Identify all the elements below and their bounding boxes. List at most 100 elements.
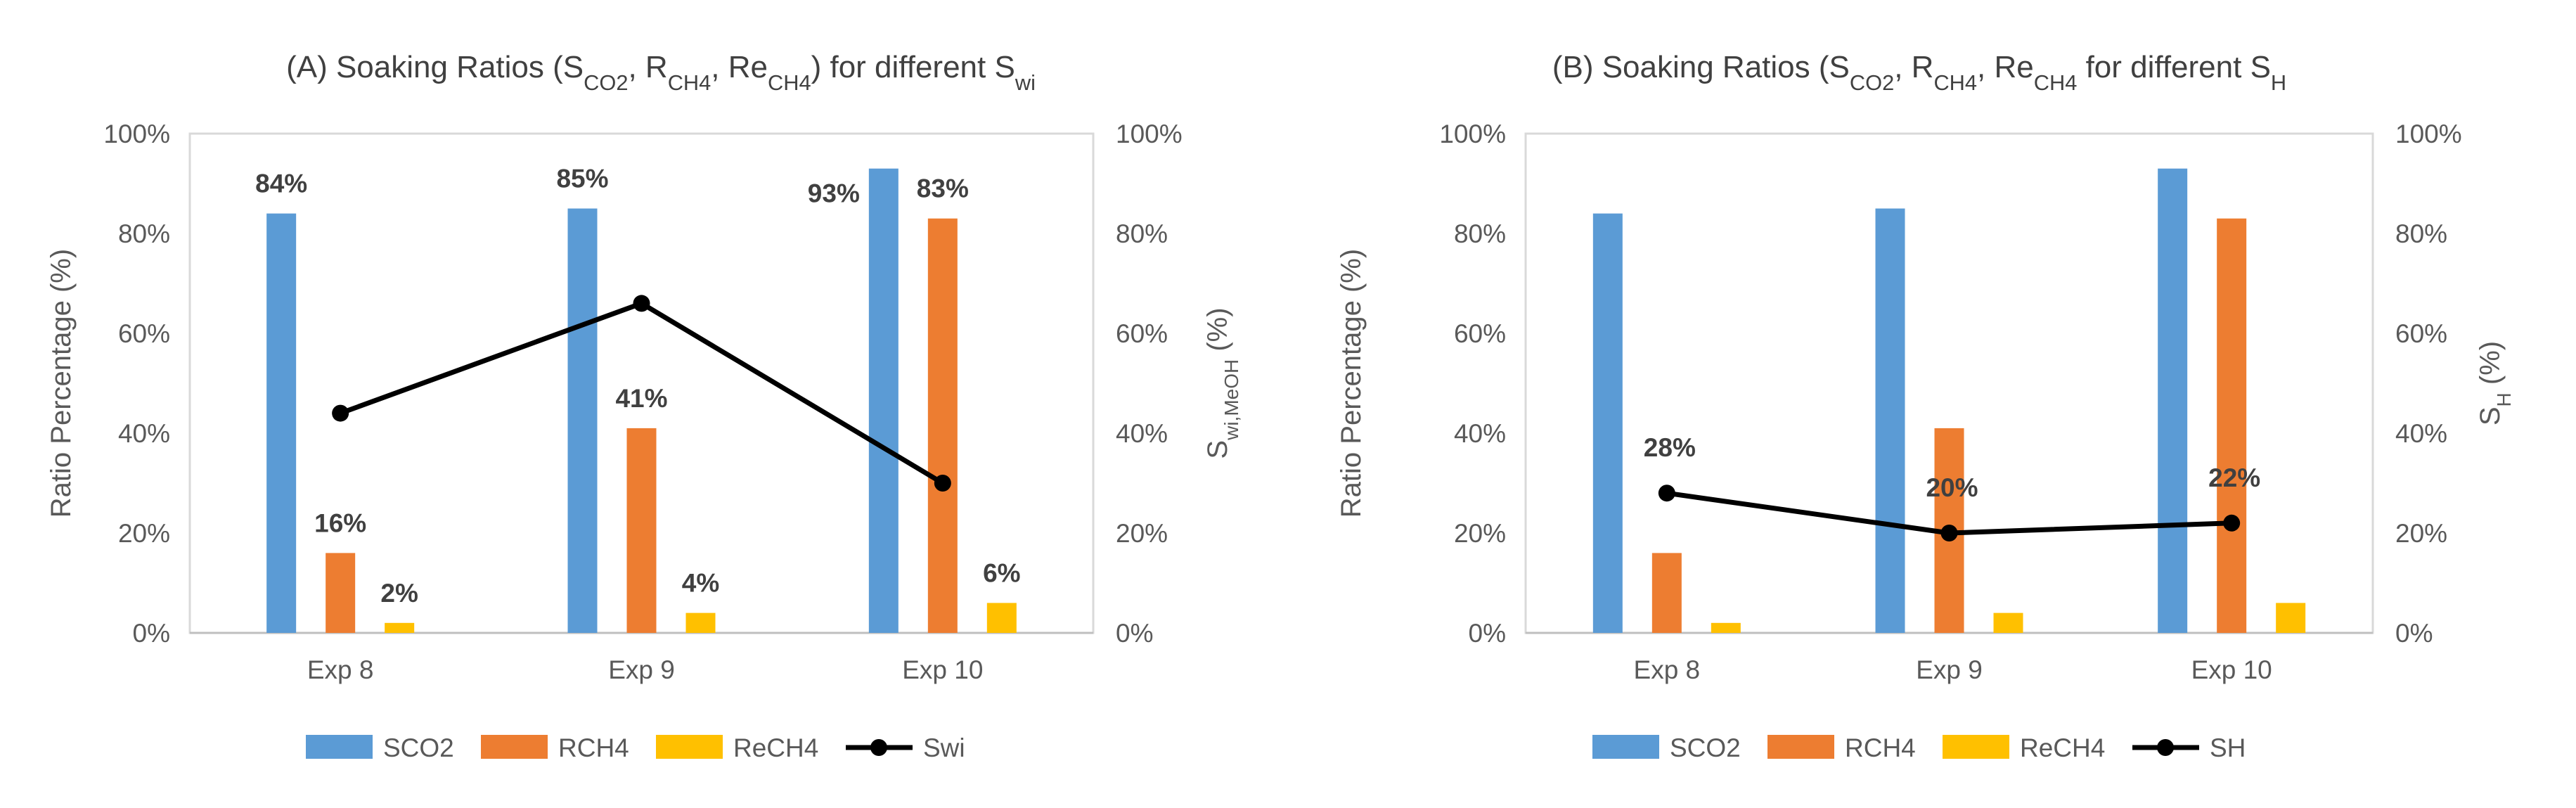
text-part: S: [2475, 406, 2506, 425]
bar-rech4-exp-9: [685, 613, 716, 633]
bar-data-label: 41%: [615, 384, 667, 413]
bar-data-label: 16%: [314, 508, 366, 537]
y-tick-label: 100%: [103, 120, 170, 148]
x-tick-label: Exp 8: [307, 655, 374, 684]
y-tick-label: 80%: [1454, 219, 1506, 248]
y2-tick-label: 40%: [2395, 419, 2447, 448]
y2-axis-label: SH (%): [2475, 341, 2515, 425]
y2-axis-label: Swi,MeOH (%): [1202, 307, 1242, 458]
bar-data-label: 93%: [808, 179, 860, 208]
line-data-label: 20%: [1926, 473, 1978, 502]
legend-swatch: [1767, 735, 1834, 759]
legend-label: Swi: [923, 733, 965, 762]
legend-swatch: [1592, 735, 1659, 759]
bar-rech4-exp-10: [2276, 603, 2306, 633]
line-point: [934, 475, 951, 492]
bar-rch4-exp-10: [2217, 218, 2247, 633]
subscript-text: H: [2493, 392, 2515, 406]
text-part: S: [1202, 440, 1233, 459]
bar-data-label: 85%: [556, 165, 608, 193]
y-tick-label: 20%: [118, 519, 170, 548]
text-part: for different S: [2077, 50, 2271, 84]
y2-tick-label: 60%: [2395, 319, 2447, 348]
line-data-label: 28%: [1644, 433, 1696, 462]
bar-rech4-exp-9: [1993, 613, 2023, 633]
y2-tick-label: 20%: [1116, 519, 1168, 548]
y-axis-label: Ratio Percentage (%): [46, 249, 77, 518]
bar-data-label: 83%: [917, 174, 969, 203]
line-point: [1658, 485, 1675, 502]
bar-data-label: 2%: [380, 579, 418, 608]
bar-rch4-exp-8: [326, 553, 356, 633]
bar-sco2-exp-8: [266, 213, 297, 634]
subscript-text: CH4: [2034, 70, 2078, 95]
line-data-label: 22%: [2208, 463, 2260, 492]
y2-tick-label: 20%: [2395, 519, 2447, 548]
text-part: , Re: [711, 50, 768, 84]
bar-data-label: 4%: [682, 569, 719, 598]
x-tick-label: Exp 10: [902, 655, 983, 684]
y2-tick-label: 100%: [1116, 120, 1183, 148]
subscript-text: wi,MeOH: [1221, 359, 1242, 441]
subscript-text: CH4: [1933, 70, 1977, 95]
y-tick-label: 60%: [1454, 319, 1506, 348]
legend-label: ReCH4: [733, 733, 818, 762]
chart-b: (B) Soaking Ratios (SCO2, RCH4, ReCH4 fo…: [1336, 50, 2515, 762]
text-part: , R: [628, 50, 667, 84]
bar-rch4-exp-10: [927, 218, 958, 633]
y-tick-label: 100%: [1439, 120, 1506, 148]
chart-title: (B) Soaking Ratios (SCO2, RCH4, ReCH4 fo…: [1552, 50, 2286, 95]
legend-swatch: [481, 735, 548, 759]
line-point: [1940, 525, 1958, 541]
legend-swatch: [1943, 735, 2009, 759]
bar-rech4-exp-10: [986, 603, 1017, 633]
legend-label: SCO2: [383, 733, 454, 762]
subscript-text: CH4: [768, 70, 811, 95]
y-tick-label: 0%: [1469, 619, 1506, 648]
legend-label: RCH4: [558, 733, 629, 762]
y-tick-label: 40%: [118, 419, 170, 448]
text-part: (B) Soaking Ratios (S: [1552, 50, 1850, 84]
legend-swatch: [306, 735, 373, 759]
legend: SCO2 RCH4 ReCH4 Swi: [306, 733, 965, 762]
bar-data-label: 6%: [983, 558, 1020, 587]
text-part: (%): [2475, 341, 2506, 392]
legend-marker: [2157, 739, 2174, 756]
y2-tick-label: 0%: [1116, 619, 1153, 648]
bar-sco2-exp-8: [1592, 213, 1623, 634]
bar-rech4-exp-8: [385, 622, 415, 633]
y2-tick-label: 80%: [1116, 219, 1168, 248]
x-tick-label: Exp 8: [1634, 655, 1701, 684]
x-tick-label: Exp 9: [1916, 655, 1983, 684]
legend-swatch: [656, 735, 723, 759]
y-tick-label: 20%: [1454, 519, 1506, 548]
y-tick-label: 40%: [1454, 419, 1506, 448]
chart-a: (A) Soaking Ratios (SCO2, RCH4, ReCH4) f…: [46, 50, 1242, 762]
text-part: (%): [1202, 307, 1233, 359]
legend-label: RCH4: [1845, 733, 1916, 762]
bar-rch4-exp-8: [1651, 553, 1682, 633]
y2-tick-label: 100%: [2395, 120, 2462, 148]
y-tick-label: 0%: [133, 619, 170, 648]
text-part: (A) Soaking Ratios (S: [286, 50, 584, 84]
x-tick-label: Exp 10: [2191, 655, 2272, 684]
bar-rch4-exp-9: [626, 428, 657, 633]
bar-data-label: 84%: [255, 169, 307, 198]
line-point: [2223, 514, 2241, 532]
y2-tick-label: 80%: [2395, 219, 2447, 248]
bar-sco2-exp-10: [2158, 168, 2188, 633]
y-axis-label: Ratio Percentage (%): [1336, 249, 1367, 518]
legend-label: SCO2: [1670, 733, 1741, 762]
legend: SCO2 RCH4 ReCH4 SH: [1592, 733, 2246, 762]
bar-sco2-exp-10: [868, 168, 899, 633]
y-tick-label: 60%: [118, 319, 170, 348]
y2-tick-label: 60%: [1116, 319, 1168, 348]
line-point: [332, 404, 349, 422]
line-point: [633, 295, 650, 312]
bar-rech4-exp-8: [1711, 622, 1741, 633]
legend-label: ReCH4: [2020, 733, 2105, 762]
text-part: , R: [1894, 50, 1933, 84]
y-tick-label: 80%: [118, 219, 170, 248]
text-part: ) for different S: [811, 50, 1015, 84]
